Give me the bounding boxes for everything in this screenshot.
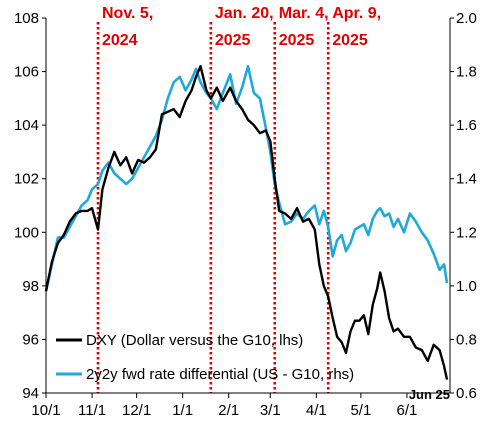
event-label-2-1: 2025 — [279, 32, 315, 49]
y-right-tick-label: 0.8 — [456, 331, 477, 348]
y-right-tick-label: 1.6 — [456, 117, 477, 134]
x-tick-label: 6/1 — [396, 402, 417, 419]
y-right-tick-label: 0.6 — [456, 385, 477, 402]
x-tick-label: 5/1 — [350, 402, 371, 419]
y-left-tick-label: 106 — [14, 64, 39, 81]
y-right-tick-label: 1.0 — [456, 278, 477, 295]
y-right-tick-label: 1.4 — [456, 171, 477, 188]
y-left-tick-label: 94 — [22, 385, 39, 402]
y-left-tick-label: 108 — [14, 10, 39, 27]
series-lines — [44, 64, 449, 380]
y-left-tick-label: 98 — [22, 278, 39, 295]
event-label-0-1: 2024 — [102, 32, 138, 49]
y-left-tick-label: 104 — [14, 117, 39, 134]
series-line-rate-differential — [44, 64, 449, 292]
y-left-tick-label: 100 — [14, 224, 39, 241]
y-right-tick-label: 1.8 — [456, 64, 477, 81]
y-right-tick-label: 2.0 — [456, 10, 477, 27]
event-label-3-1: 2025 — [332, 32, 368, 49]
x-tick-label: 11/1 — [78, 402, 106, 419]
event-label-1-0: Jan. 20, — [215, 5, 274, 22]
y-right-tick-label: 1.2 — [456, 224, 477, 241]
legend-label-1: 2y2y fwd rate differential (US - G10, rh… — [86, 366, 354, 383]
x-tick-label: 10/1 — [31, 402, 60, 419]
x-tick-label: 3/1 — [260, 402, 281, 419]
axes: 94 96 98 100 102 104 106 108 0.6 0.8 1.0 1.2 1.4 1.6 1… — [14, 10, 477, 419]
event-label-0-0: Nov. 5, — [102, 5, 153, 22]
event-label-3-0: Apr. 9, — [332, 5, 381, 22]
x-tick-label: 1/1 — [172, 402, 193, 419]
event-label-2-0: Mar. 4, — [279, 5, 329, 22]
x-tick-label: 4/1 — [306, 402, 327, 419]
y-left-tick-label: 102 — [14, 171, 39, 188]
legend-label-0: DXY (Dollar versus the G10, lhs) — [86, 332, 303, 349]
end-date-label: Jun 25 — [409, 387, 450, 402]
series-line-dxy — [44, 65, 449, 380]
legend: DXY (Dollar versus the G10, lhs) 2y2y fwd… — [56, 332, 354, 383]
event-label-1-1: 2025 — [215, 32, 251, 49]
x-tick-label: 2/1 — [218, 402, 239, 419]
x-tick-label: 12/1 — [122, 402, 151, 419]
y-left-tick-label: 96 — [22, 331, 39, 348]
